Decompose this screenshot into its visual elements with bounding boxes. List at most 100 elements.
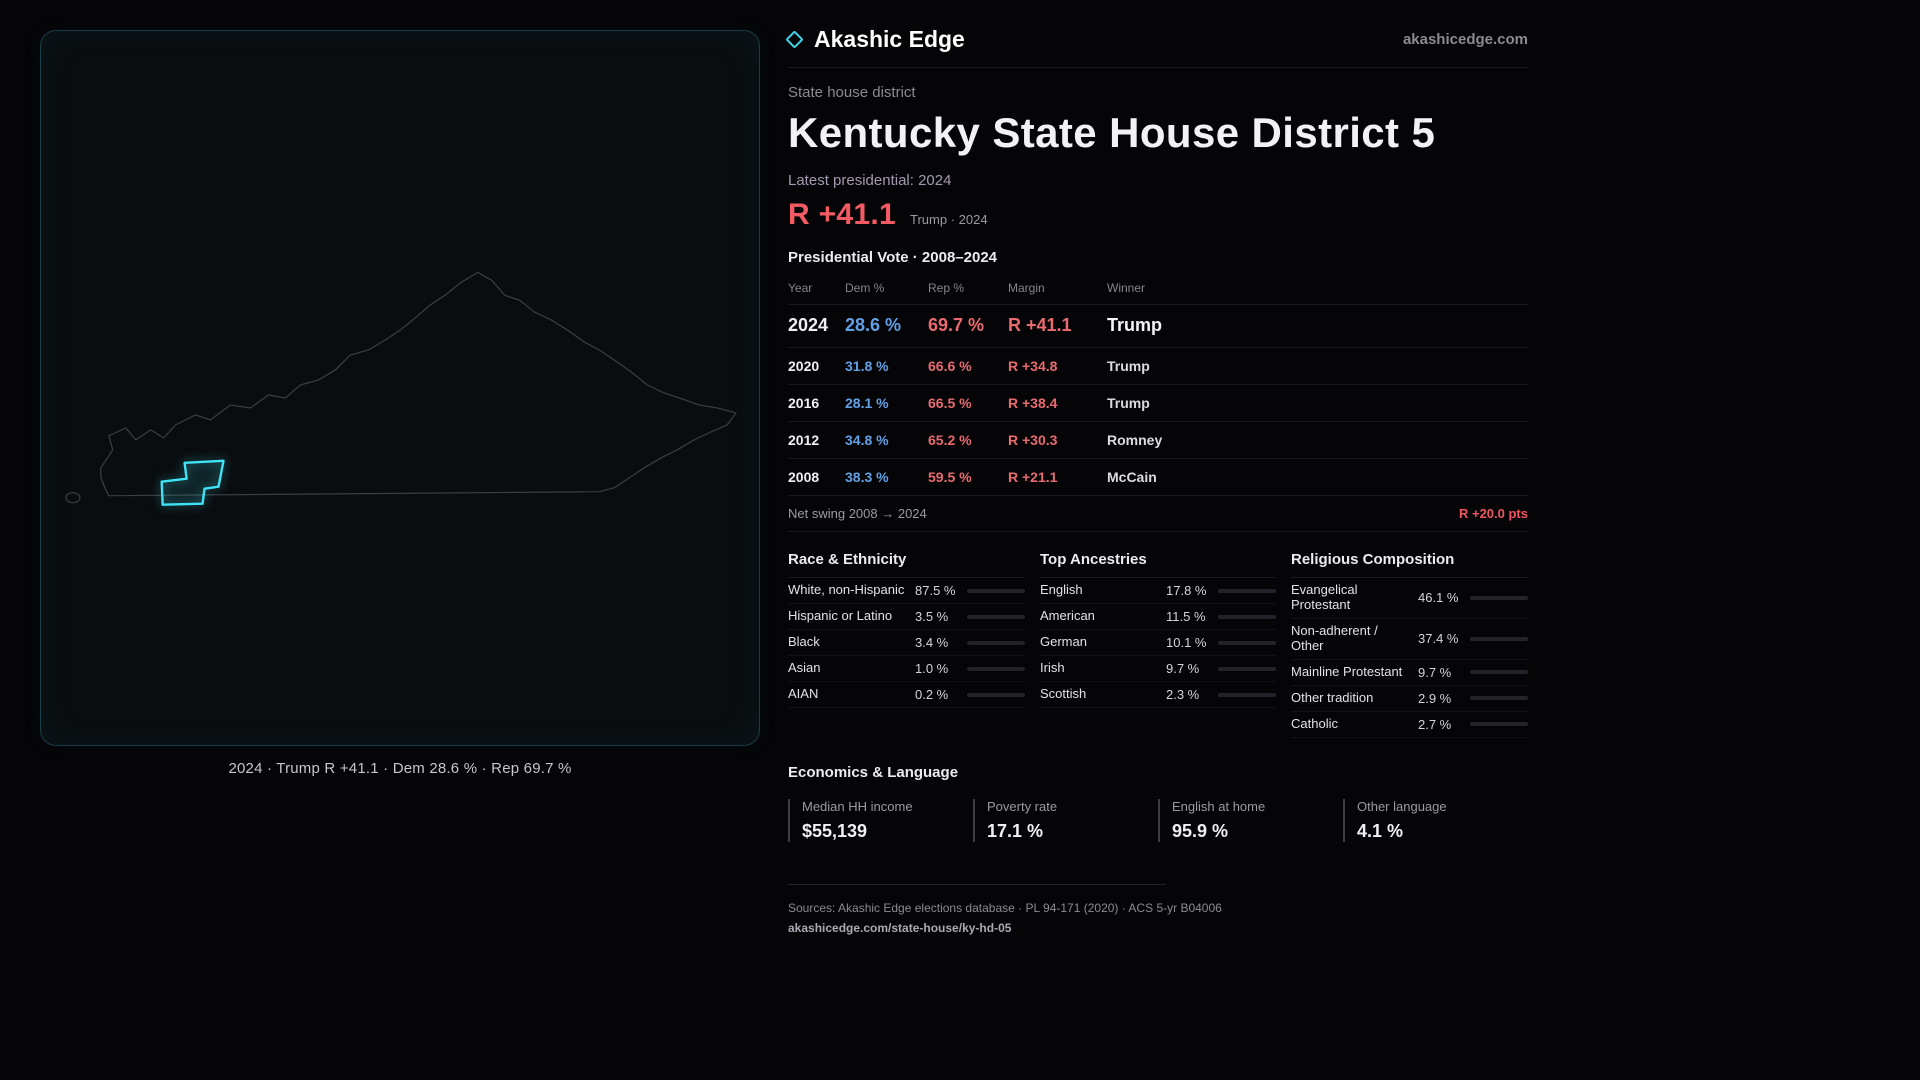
cell-year: 2016 — [788, 395, 820, 411]
brand-name: Akashic Edge — [814, 26, 965, 52]
demo-value: 2.9 % — [1418, 690, 1452, 706]
net-swing-value: R +20.0 pts — [1458, 506, 1528, 521]
stat-label: Median HH income — [802, 798, 913, 814]
list-item: Non-adherent / Other 37.4 % — [1291, 619, 1528, 660]
stat-other-language: Other language 4.1 % — [1343, 798, 1528, 842]
list-item: Scottish 2.3 % — [1040, 682, 1276, 708]
demo-value: 11.5 % — [1166, 609, 1206, 624]
report-footer: Sources: Akashic Edge elections database… — [788, 883, 1528, 937]
kentucky-map — [65, 271, 737, 506]
demo-bar — [967, 666, 1025, 671]
cell-year: 2008 — [788, 469, 820, 485]
stat-english-at-home: English at home 95.9 % — [1158, 798, 1343, 842]
cell-margin: R +41.1 — [1008, 315, 1072, 335]
demo-bar — [967, 588, 1025, 593]
demographics-grid: Race & Ethnicity White, non-Hispanic 87.… — [788, 545, 1528, 738]
brand: Akashic Edge — [785, 26, 965, 53]
cell-winner: Romney — [1107, 432, 1163, 448]
cell-year: 2020 — [788, 358, 820, 374]
stat-value: 95.9 % — [1172, 820, 1229, 841]
demo-bar — [1218, 588, 1276, 593]
demo-label: Irish — [1040, 660, 1065, 676]
cell-margin: R +21.1 — [1008, 469, 1058, 485]
demo-bar — [1218, 640, 1276, 645]
table-row: 2020 31.8 % 66.6 % R +34.8 Trump — [788, 347, 1528, 384]
cell-rep: 59.5 % — [928, 469, 972, 485]
latest-presidential-label: Latest presidential: 2024 — [788, 172, 952, 189]
demo-bar — [1470, 696, 1528, 701]
cell-dem: 34.8 % — [845, 432, 889, 448]
demo-value: 87.5 % — [915, 583, 956, 598]
district-5-highlight[interactable] — [160, 459, 225, 506]
kentucky-state-outline — [100, 271, 737, 497]
demo-bar — [967, 640, 1025, 645]
cell-dem: 28.1 % — [845, 395, 889, 411]
list-item: Mainline Protestant 9.7 % — [1291, 660, 1528, 686]
headline-margin: R +41.1 Trump · 2024 — [788, 198, 1528, 232]
list-item: AIAN 0.2 % — [788, 682, 1025, 708]
cell-year: 2012 — [788, 432, 820, 448]
district-map-panel — [40, 30, 760, 746]
section-title: Race & Ethnicity — [788, 545, 1025, 578]
list-item: English 17.8 % — [1040, 578, 1276, 604]
economics-stats: Median HH income $55,139 Poverty rate 17… — [788, 798, 1528, 842]
list-item: Black 3.4 % — [788, 630, 1025, 656]
demo-label: Black — [788, 634, 820, 650]
cell-dem: 31.8 % — [845, 358, 889, 374]
demo-bar — [1470, 670, 1528, 675]
demo-label: Catholic — [1291, 715, 1338, 731]
cell-margin: R +30.3 — [1008, 432, 1058, 448]
economics-section: Economics & Language Median HH income $5… — [788, 764, 1528, 842]
list-item: Other tradition 2.9 % — [1291, 686, 1528, 712]
demo-bar — [1470, 636, 1528, 641]
demo-value: 9.7 % — [1166, 661, 1200, 676]
cell-year: 2024 — [788, 315, 829, 335]
vote-table-header-row: Year Dem % Rep % Margin Winner — [788, 274, 1528, 304]
list-item: German 10.1 % — [1040, 630, 1276, 656]
footer-divider — [788, 883, 1166, 885]
demo-label: German — [1040, 634, 1087, 650]
demo-label: American — [1040, 608, 1095, 624]
col-year: Year — [788, 281, 813, 295]
permalink[interactable]: akashicedge.com/state-house/ky-hd-05 — [788, 920, 1012, 935]
table-row: 2008 38.3 % 59.5 % R +21.1 McCain — [788, 458, 1528, 495]
site-domain-link[interactable]: akashicedge.com — [1402, 31, 1528, 48]
stat-value: 17.1 % — [987, 820, 1044, 841]
cell-dem: 28.6 % — [845, 315, 902, 335]
demo-bar — [967, 614, 1025, 619]
stat-poverty-rate: Poverty rate 17.1 % — [973, 798, 1158, 842]
list-item: Asian 1.0 % — [788, 656, 1025, 682]
cell-winner: Trump — [1107, 358, 1150, 374]
section-title: Top Ancestries — [1040, 545, 1276, 578]
cell-rep: 65.2 % — [928, 432, 972, 448]
kentucky-bend-outline — [65, 492, 81, 504]
stat-label: English at home — [1172, 798, 1266, 814]
map-caption: 2024 · Trump R +41.1 · Dem 28.6 % · Rep … — [228, 760, 572, 777]
headline-margin-context: Trump · 2024 — [910, 212, 988, 227]
cell-winner: Trump — [1107, 315, 1163, 335]
stat-value: $55,139 — [802, 820, 868, 841]
section-title: Religious Composition — [1291, 545, 1528, 578]
religious-composition-column: Religious Composition Evangelical Protes… — [1291, 545, 1528, 738]
race-ethnicity-column: Race & Ethnicity White, non-Hispanic 87.… — [788, 545, 1025, 738]
demo-bar — [1470, 595, 1528, 600]
demo-bar — [967, 692, 1025, 697]
economics-title: Economics & Language — [788, 763, 959, 781]
cell-winner: Trump — [1107, 395, 1150, 411]
demo-label: Hispanic or Latino — [788, 608, 893, 624]
demo-value: 2.3 % — [1166, 687, 1200, 702]
demo-value: 0.2 % — [915, 687, 949, 702]
demo-bar — [1218, 614, 1276, 619]
top-ancestries-column: Top Ancestries English 17.8 % American 1… — [1040, 545, 1276, 738]
demo-label: Scottish — [1040, 686, 1087, 702]
cell-rep: 69.7 % — [928, 315, 985, 335]
demo-bar — [1218, 666, 1276, 671]
demo-label: Other tradition — [1291, 689, 1374, 705]
headline-margin-value: R +41.1 — [788, 198, 897, 231]
demo-label: Non-adherent / Other — [1291, 622, 1378, 653]
page-title: Kentucky State House District 5 — [788, 109, 1436, 156]
cell-margin: R +38.4 — [1008, 395, 1058, 411]
vote-table-title: Presidential Vote · 2008–2024 — [788, 249, 998, 266]
stat-median-hh-income: Median HH income $55,139 — [788, 798, 973, 842]
